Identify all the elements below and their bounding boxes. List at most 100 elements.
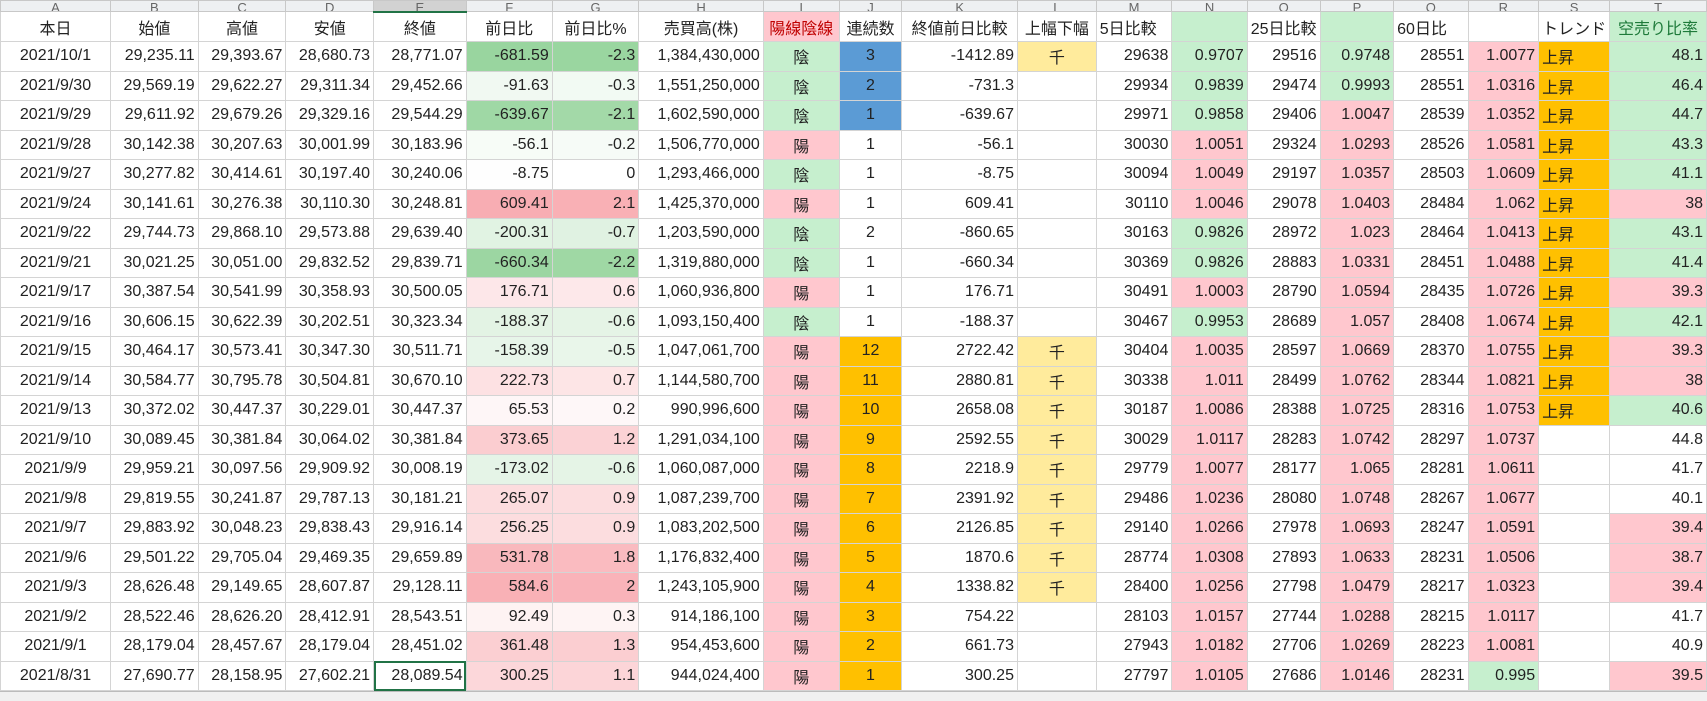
cell[interactable]: 2021/9/3 <box>0 572 111 603</box>
cell[interactable]: 上昇 <box>1538 159 1611 190</box>
cell[interactable]: 陽 <box>762 572 840 603</box>
cell[interactable]: 361.48 <box>465 631 553 662</box>
cell[interactable]: -0.5 <box>551 336 640 367</box>
cell[interactable]: 29,544.29 <box>373 100 467 131</box>
cell[interactable]: 28080 <box>1246 483 1321 514</box>
cell[interactable]: 1.0611 <box>1467 454 1540 485</box>
cell[interactable]: 0.3 <box>551 601 640 632</box>
cell[interactable]: 28,451.02 <box>373 631 467 662</box>
cell[interactable]: 上昇 <box>1538 100 1611 131</box>
cell[interactable]: 1,291,034,100 <box>638 424 764 455</box>
cell[interactable]: 3 <box>838 601 903 632</box>
cell[interactable]: 1.0077 <box>1467 41 1540 72</box>
cell[interactable]: 38 <box>1609 365 1707 396</box>
header-cell[interactable]: 5日比較 <box>1095 11 1173 42</box>
column-letter[interactable]: Q <box>1393 0 1469 12</box>
empty-cell[interactable] <box>1538 542 1611 573</box>
cell[interactable]: 0.9 <box>551 513 640 544</box>
header-cell[interactable] <box>1171 11 1248 42</box>
column-letter[interactable]: C <box>197 0 287 12</box>
cell[interactable]: 千 <box>1016 424 1097 455</box>
cell[interactable]: -188.37 <box>465 306 553 337</box>
cell[interactable]: 43.3 <box>1609 129 1707 160</box>
cell[interactable]: 27798 <box>1246 572 1321 603</box>
header-cell[interactable]: 連続数 <box>838 11 903 42</box>
cell[interactable]: 1.0086 <box>1171 395 1248 426</box>
cell[interactable]: 41.4 <box>1609 247 1707 278</box>
cell[interactable]: 27893 <box>1246 542 1321 573</box>
cell[interactable]: 29,679.26 <box>197 100 287 131</box>
cell[interactable]: 1.0594 <box>1319 277 1395 308</box>
cell[interactable]: -158.39 <box>465 336 553 367</box>
cell[interactable]: 29324 <box>1246 129 1321 160</box>
cell[interactable]: 30,584.77 <box>110 365 199 396</box>
cell[interactable]: 28217 <box>1393 572 1469 603</box>
column-letter[interactable]: D <box>285 0 375 12</box>
cell[interactable]: 千 <box>1016 513 1097 544</box>
cell[interactable]: 754.22 <box>901 601 1018 632</box>
cell[interactable]: -639.67 <box>901 100 1018 131</box>
cell[interactable]: 29197 <box>1246 159 1321 190</box>
cell[interactable]: 28689 <box>1246 306 1321 337</box>
cell[interactable]: 陰 <box>762 100 840 131</box>
empty-cell[interactable] <box>1016 247 1097 278</box>
cell[interactable]: 30,622.39 <box>197 306 287 337</box>
cell[interactable]: 1.0748 <box>1319 483 1395 514</box>
column-letter[interactable]: S <box>1538 0 1611 12</box>
cell[interactable]: 6 <box>838 513 903 544</box>
cell[interactable]: 1,083,202,500 <box>638 513 764 544</box>
cell[interactable]: 1.0266 <box>1171 513 1248 544</box>
cell[interactable]: 28247 <box>1393 513 1469 544</box>
empty-cell[interactable] <box>1016 277 1097 308</box>
cell[interactable]: 0.2 <box>551 395 640 426</box>
cell[interactable]: 1.0288 <box>1319 601 1395 632</box>
empty-cell[interactable] <box>1538 660 1611 691</box>
cell[interactable]: 1,203,590,000 <box>638 218 764 249</box>
cell[interactable]: 1.0316 <box>1467 70 1540 101</box>
cell[interactable]: 1.0742 <box>1319 424 1395 455</box>
header-cell[interactable]: 終値 <box>373 11 467 42</box>
cell[interactable]: 28597 <box>1246 336 1321 367</box>
cell[interactable]: 39.4 <box>1609 572 1707 603</box>
cell[interactable]: 1.0331 <box>1319 247 1395 278</box>
cell[interactable]: -2.3 <box>551 41 640 72</box>
cell[interactable]: 300.25 <box>901 660 1018 691</box>
cell[interactable]: 1,384,430,000 <box>638 41 764 72</box>
cell[interactable]: 1.0755 <box>1467 336 1540 367</box>
header-cell[interactable]: トレンド <box>1538 11 1611 42</box>
cell[interactable]: 1.0049 <box>1171 159 1248 190</box>
cell[interactable]: 2021/9/13 <box>0 395 111 426</box>
cell[interactable]: 944,024,400 <box>638 660 764 691</box>
cell[interactable]: 30094 <box>1095 159 1173 190</box>
cell[interactable]: 2021/9/17 <box>0 277 111 308</box>
cell[interactable]: 29,868.10 <box>197 218 287 249</box>
cell[interactable]: 28503 <box>1393 159 1469 190</box>
empty-cell[interactable] <box>1016 631 1097 662</box>
cell[interactable]: -56.1 <box>901 129 1018 160</box>
cell[interactable]: 1.0762 <box>1319 365 1395 396</box>
cell[interactable]: -2.2 <box>551 247 640 278</box>
cell[interactable]: 27978 <box>1246 513 1321 544</box>
cell[interactable]: 28972 <box>1246 218 1321 249</box>
cell[interactable]: 43.1 <box>1609 218 1707 249</box>
cell[interactable]: 11 <box>838 365 903 396</box>
cell[interactable]: -0.6 <box>551 306 640 337</box>
cell[interactable]: 0.9858 <box>1171 100 1248 131</box>
cell[interactable]: 1.0081 <box>1467 631 1540 662</box>
cell[interactable]: 1.0256 <box>1171 572 1248 603</box>
cell[interactable]: 1.0753 <box>1467 395 1540 426</box>
cell[interactable]: 29934 <box>1095 70 1173 101</box>
cell[interactable]: 28435 <box>1393 277 1469 308</box>
cell[interactable]: 0.995 <box>1467 660 1540 691</box>
cell[interactable]: 29,573.88 <box>285 218 375 249</box>
cell[interactable]: 1,087,239,700 <box>638 483 764 514</box>
cell[interactable]: -8.75 <box>901 159 1018 190</box>
cell[interactable]: -0.2 <box>551 129 640 160</box>
cell[interactable]: 陽 <box>762 277 840 308</box>
cell[interactable]: 1.0003 <box>1171 277 1248 308</box>
cell[interactable]: 46.4 <box>1609 70 1707 101</box>
cell[interactable]: 1.2 <box>551 424 640 455</box>
cell[interactable]: 0.7 <box>551 365 640 396</box>
header-cell[interactable]: 陽線陰線 <box>762 11 840 42</box>
cell[interactable]: 28,179.04 <box>110 631 199 662</box>
